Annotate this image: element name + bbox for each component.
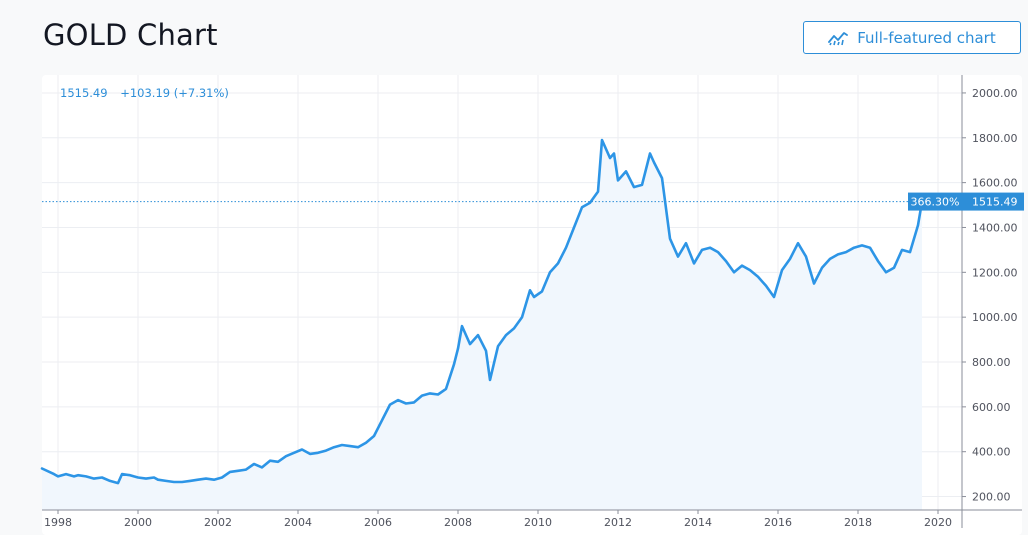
- x-tick-label: 1998: [44, 516, 72, 528]
- y-tick-label: 1000.00: [972, 311, 1018, 324]
- y-tick-label: 400.00: [972, 446, 1011, 459]
- y-tick-label: 2000.00: [972, 87, 1018, 100]
- price-marker: 366.30% 1515.49: [42, 192, 1024, 211]
- x-tick-label: 2016: [764, 516, 792, 528]
- y-tick-label: 800.00: [972, 356, 1011, 369]
- percent-label-bg: [908, 192, 962, 211]
- y-tick-label: 600.00: [972, 401, 1011, 414]
- x-tick-label: 2002: [204, 516, 232, 528]
- x-tick-label: 2008: [444, 516, 472, 528]
- price-legend: 1515.49 +103.19 (+7.31%): [60, 86, 238, 100]
- full-featured-chart-button[interactable]: Full-featured chart: [803, 21, 1021, 54]
- price-series-line: [40, 138, 924, 485]
- legend-last-price: 1515.49: [60, 86, 108, 100]
- y-tick-label: 200.00: [972, 491, 1011, 504]
- chart-line-icon: [828, 31, 849, 45]
- y-tick-label: 1200.00: [972, 266, 1018, 279]
- price-label-bg: [962, 192, 1024, 211]
- x-tick-label: 2018: [844, 516, 872, 528]
- price-label: 1515.49: [972, 196, 1018, 209]
- x-tick-label: 2014: [684, 516, 712, 528]
- percent-label: 366.30%: [911, 196, 960, 209]
- x-tick-label: 2004: [284, 516, 312, 528]
- x-tick-label: 2000: [124, 516, 152, 528]
- page-title: GOLD Chart: [43, 18, 218, 52]
- y-axis: 200.00 400.00 600.00 800.00 1000.00 1200.00 14…: [961, 75, 1018, 528]
- x-tick-label: 2012: [604, 516, 632, 528]
- y-tick-label: 1800.00: [972, 132, 1018, 145]
- x-tick-label: 2010: [524, 516, 552, 528]
- area-fill: [42, 140, 922, 510]
- x-tick-label: 2006: [364, 516, 392, 528]
- y-tick-label: 1400.00: [972, 221, 1018, 234]
- legend-change: +103.19 (+7.31%): [120, 86, 229, 100]
- full-featured-chart-label: Full-featured chart: [857, 28, 996, 47]
- y-tick-label: 1600.00: [972, 177, 1018, 190]
- x-tick-label: 2020: [924, 516, 952, 528]
- x-axis: 1998 2000 2002 2004 2006 2008 2010 2012 2014 2016…: [42, 509, 1022, 528]
- chart-area: [40, 138, 924, 510]
